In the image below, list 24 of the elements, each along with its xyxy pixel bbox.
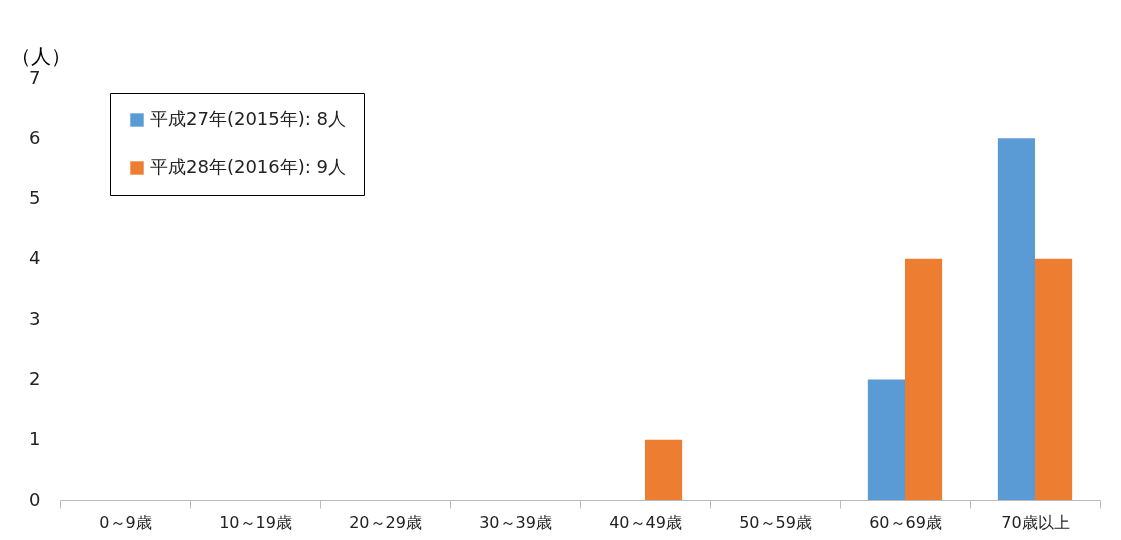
bar xyxy=(867,379,905,500)
x-tick-label: 30～39歳 xyxy=(479,512,552,532)
bar xyxy=(1035,258,1073,500)
y-tick-label: 3 xyxy=(29,307,41,329)
y-tick-label: 4 xyxy=(29,247,41,269)
x-tick-label: 60～69歳 xyxy=(869,512,942,532)
legend-label: 平成28年(2016年): 9人 xyxy=(150,156,346,177)
bar xyxy=(905,258,943,500)
y-tick-label: 1 xyxy=(29,428,41,450)
x-tick-label: 70歳以上 xyxy=(1001,512,1070,532)
x-tick-label: 0～9歳 xyxy=(99,512,152,532)
bar xyxy=(645,439,683,500)
bar xyxy=(997,138,1035,500)
legend-label: 平成27年(2015年): 8人 xyxy=(150,108,346,129)
x-tick-label: 40～49歳 xyxy=(609,512,682,532)
y-tick-label: 6 xyxy=(29,126,41,148)
x-tick-label: 20～29歳 xyxy=(349,512,422,532)
x-tick-label: 50～59歳 xyxy=(739,512,812,532)
x-tick-label: 10～19歳 xyxy=(219,512,292,532)
y-tick-label: 5 xyxy=(29,187,41,209)
y-tick-label: 0 xyxy=(29,488,41,510)
y-tick-label: 7 xyxy=(29,66,41,88)
y-tick-label: 2 xyxy=(29,367,41,389)
y-axis-title: （人） xyxy=(10,43,71,68)
